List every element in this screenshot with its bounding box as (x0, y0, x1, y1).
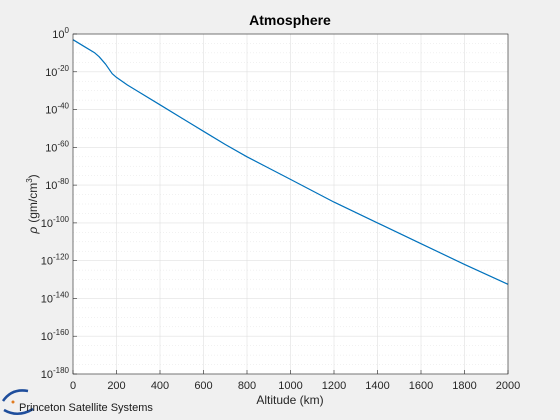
y-axis-unit-close: ) (26, 174, 40, 178)
logo-swoosh-lower (3, 407, 34, 415)
x-tick-label: 1200 (322, 380, 346, 392)
chart-title: Atmosphere (249, 12, 331, 28)
logo-text: Princeton Satellite Systems (19, 402, 153, 414)
ticks (72, 33, 509, 375)
y-axis-symbol: ρ (26, 227, 40, 235)
x-tick-labels: 0 200 400 600 800 1000 1200 1400 1600 1800 2000 (70, 380, 520, 392)
x-tick-label: 1800 (452, 380, 476, 392)
x-tick-label: 200 (107, 380, 125, 392)
series-line-0 (72, 39, 509, 285)
y-tick-label: 10-40 (45, 102, 69, 117)
y-tick-label: 10-100 (41, 215, 70, 230)
y-axis-label: ρ (gm/cm3) (25, 174, 40, 234)
series-group (72, 39, 509, 285)
x-tick-label: 600 (194, 380, 212, 392)
x-tick-label: 1000 (278, 380, 302, 392)
y-tick-labels: 100 10-20 10-40 10-60 10-80 10-100 10-120 10-14… (41, 26, 70, 381)
y-tick-label: 10-140 (41, 290, 70, 305)
y-tick-label: 10-60 (45, 139, 69, 154)
x-tick-label: 800 (238, 380, 256, 392)
y-tick-label: 10-80 (45, 177, 69, 192)
x-tick-label: 1400 (365, 380, 389, 392)
x-tick-label: 400 (151, 380, 169, 392)
y-axis-unit-exp: 3 (25, 178, 34, 183)
y-tick-label: 100 (52, 26, 69, 41)
y-tick-label: 10-180 (41, 366, 70, 381)
logo: Princeton Satellite Systems (1, 389, 153, 415)
logo-swoosh-upper (1, 389, 29, 402)
x-tick-label: 1600 (409, 380, 433, 392)
y-tick-label: 10-160 (41, 328, 70, 343)
x-tick-label: 0 (70, 380, 76, 392)
y-tick-label: 10-20 (45, 64, 69, 79)
logo-dot (11, 400, 15, 404)
x-axis-label: Altitude (km) (256, 393, 323, 407)
y-axis-unit: (gm/cm (26, 183, 40, 223)
x-tick-label: 2000 (496, 380, 520, 392)
y-tick-label: 10-120 (41, 253, 70, 268)
